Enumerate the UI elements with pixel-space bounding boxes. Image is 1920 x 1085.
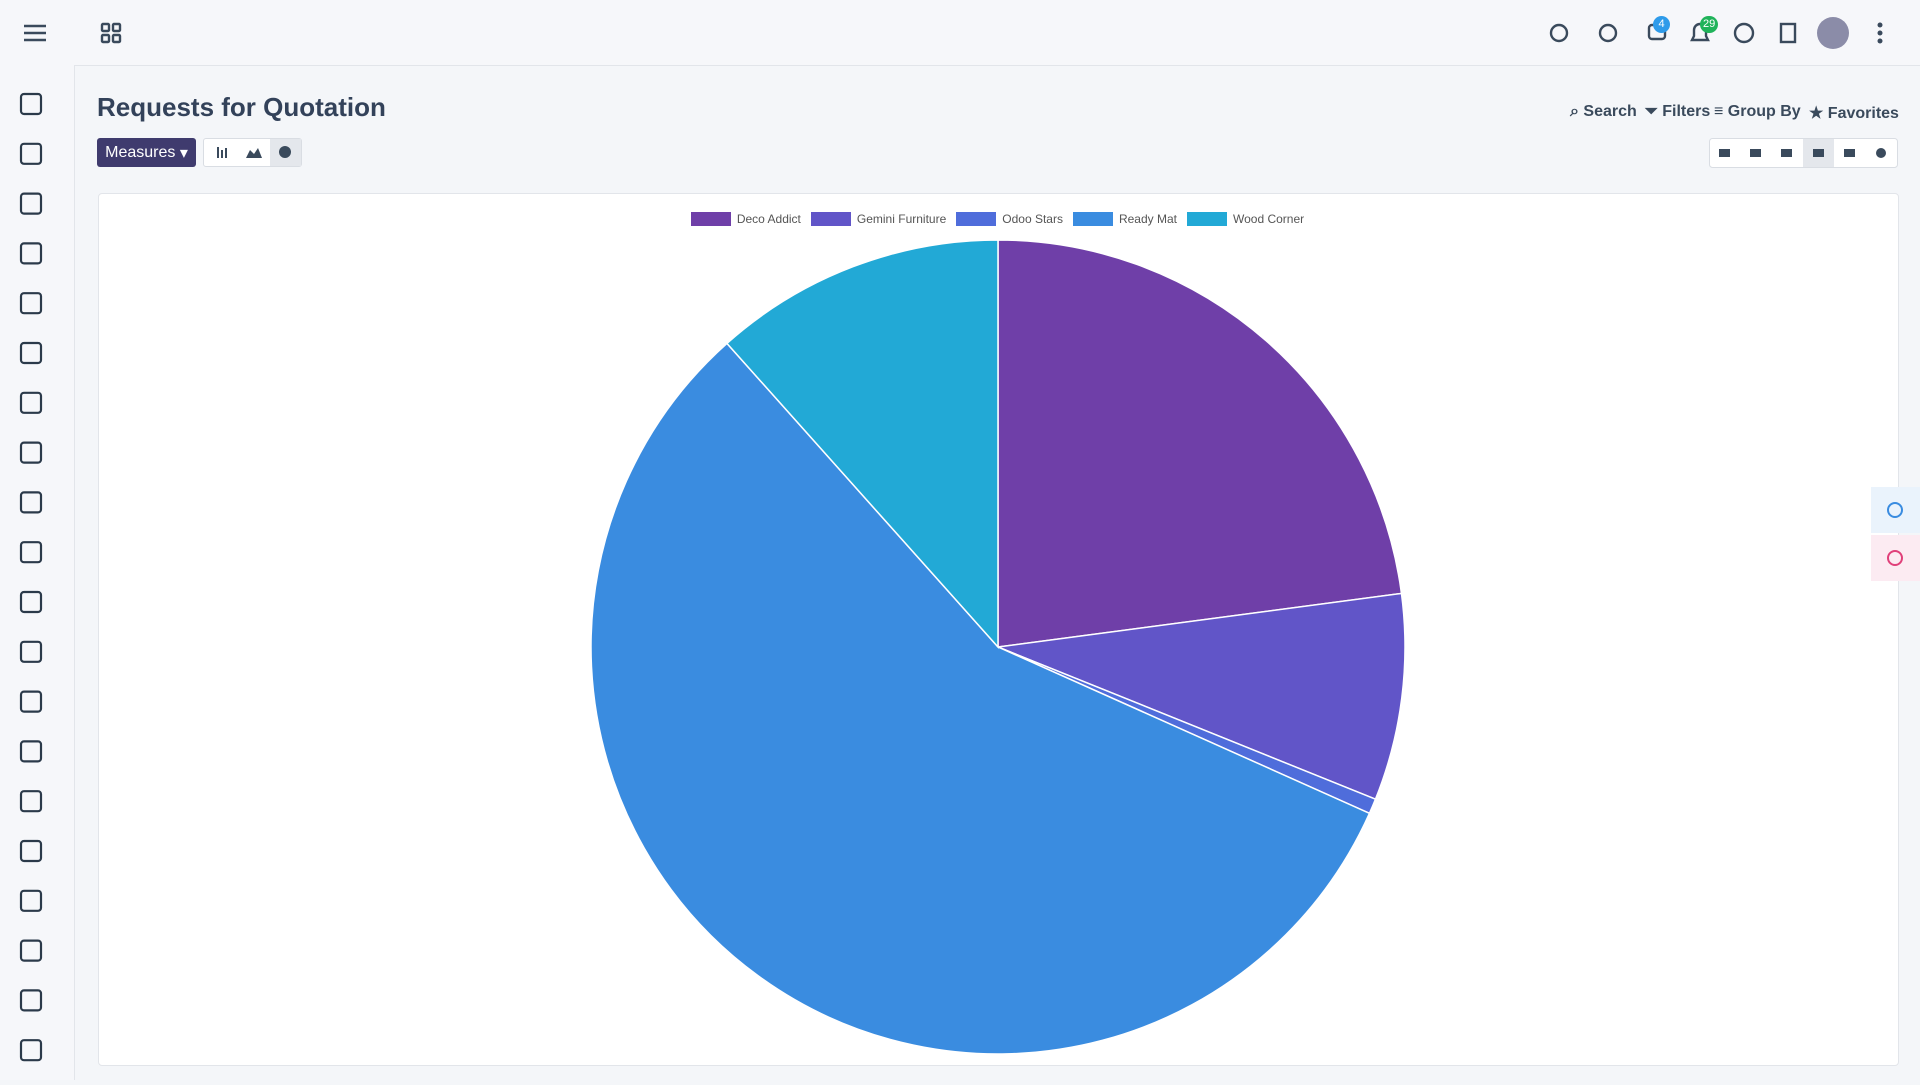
search-label: Search [1583, 103, 1637, 120]
app-icon[interactable] [19, 590, 43, 614]
pie-chart-button[interactable] [279, 146, 291, 158]
search-toggle[interactable]: ⌕ Search [1570, 103, 1637, 120]
app-icon[interactable] [19, 1039, 43, 1062]
legend-label: Gemini Furniture [856, 212, 947, 226]
measures-label: Measures [105, 143, 176, 161]
view-switcher [1709, 138, 1898, 168]
sidebar-icons [19, 92, 43, 1062]
app-icon[interactable] [19, 889, 43, 912]
app-icon[interactable] [19, 790, 43, 813]
side-tabs [1871, 487, 1920, 581]
theme-icon[interactable] [1549, 23, 1569, 43]
legend-label: Deco Addict [736, 212, 801, 226]
pie-slice [995, 592, 1406, 801]
chart-type-group [203, 138, 302, 167]
debug-icon[interactable] [1598, 23, 1618, 43]
view-calendar[interactable] [1844, 149, 1855, 157]
view-activity[interactable] [1876, 148, 1886, 158]
filters-label: Filters [1662, 103, 1711, 120]
legend-swatch [956, 212, 997, 226]
legend-swatch [810, 212, 851, 226]
legend: Deco Addict Gemini Furniture Odoo Stars Rea… [98, 212, 1897, 226]
pie-slice [725, 239, 999, 649]
bar-chart-button[interactable] [217, 147, 219, 158]
language-icon[interactable] [1733, 22, 1755, 44]
legend-swatch [1187, 212, 1227, 226]
view-list[interactable] [1781, 149, 1792, 157]
app-icon[interactable] [19, 491, 43, 514]
pie-slice [590, 342, 1371, 1055]
app-icon[interactable] [19, 292, 43, 315]
view-grid[interactable] [1750, 149, 1761, 157]
app-icon[interactable] [19, 391, 43, 414]
app-icon[interactable] [19, 740, 43, 763]
legend-item[interactable]: Wood Corner [1187, 212, 1304, 226]
legend-item[interactable]: Gemini Furniture [810, 212, 947, 226]
favorites-label: Favorites [1827, 105, 1899, 122]
app-icon[interactable] [19, 690, 43, 713]
legend-label: Wood Corner [1233, 212, 1305, 226]
groupby-label: Group By [1727, 103, 1801, 120]
app-icon[interactable] [19, 839, 43, 863]
app-icon[interactable] [19, 242, 43, 265]
sidebar [0, 0, 75, 1080]
legend-swatch [1072, 212, 1113, 226]
badge: 4 [1653, 16, 1670, 33]
favorites-toggle[interactable]: ★ Favorites [1809, 105, 1899, 122]
app-icon[interactable] [19, 192, 43, 215]
pie-slice [997, 239, 1403, 648]
more-icon[interactable] [1877, 22, 1883, 44]
legend-label: Ready Mat [1118, 212, 1177, 226]
legend-swatch [690, 212, 731, 226]
page-title: Requests for Quotation [97, 92, 386, 122]
filters-toggle[interactable]: ⏷ Filters [1645, 103, 1711, 120]
settings-tab[interactable] [1871, 487, 1920, 533]
avatar[interactable] [1817, 17, 1849, 49]
app-icon[interactable] [19, 989, 43, 1012]
app-icon[interactable] [19, 92, 43, 116]
chart-type-icons [217, 139, 301, 166]
company-icon[interactable] [1779, 22, 1797, 44]
legend-item[interactable]: Deco Addict [690, 212, 801, 226]
line-chart-button[interactable] [246, 148, 262, 158]
theme-tab[interactable] [1871, 535, 1920, 581]
view-kanban[interactable] [1719, 149, 1730, 157]
app-icon[interactable] [19, 640, 43, 663]
measures-button[interactable]: Measures ▾ [97, 138, 196, 167]
legend-item[interactable]: Ready Mat [1072, 212, 1177, 226]
badge: 29 [1700, 16, 1719, 33]
app-icon[interactable] [19, 541, 43, 564]
app-icon[interactable] [19, 341, 43, 365]
topbar [74, 0, 1920, 66]
view-graph[interactable] [1813, 149, 1824, 157]
app-icon[interactable] [19, 441, 43, 464]
groupby-toggle[interactable]: ≡ Group By [1714, 103, 1801, 120]
app-icon[interactable] [19, 939, 43, 962]
app-icon[interactable] [19, 142, 43, 165]
apps-icon[interactable] [100, 22, 111, 33]
legend-label: Odoo Stars [1002, 212, 1063, 226]
legend-item[interactable]: Odoo Stars [956, 212, 1063, 226]
